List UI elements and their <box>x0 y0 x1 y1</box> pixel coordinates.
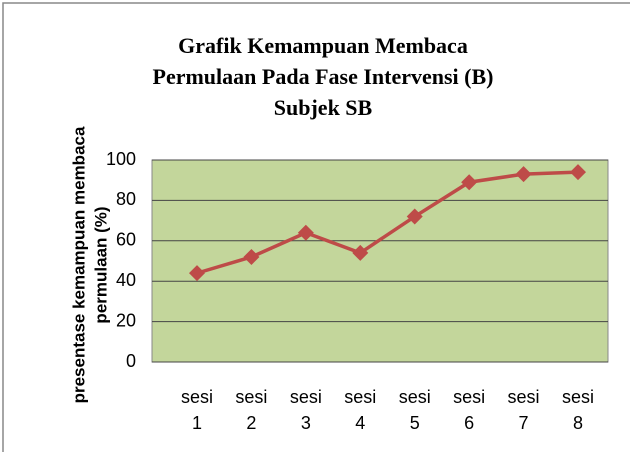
data-point <box>352 244 369 261</box>
y-tick-label: 80 <box>116 189 136 209</box>
data-point <box>243 248 260 265</box>
y-tick-label: 100 <box>106 149 136 169</box>
x-tick-label: sesi 8 <box>561 387 594 433</box>
x-tick-label: sesi 4 <box>344 387 377 433</box>
chart-title: Permulaan Pada Fase Intervensi (B) <box>153 64 494 89</box>
y-tick-label: 40 <box>116 270 136 290</box>
x-tick-label: sesi 5 <box>398 387 431 433</box>
data-point <box>406 208 423 225</box>
plot-area <box>151 159 609 363</box>
y-axis-label: presentase kemampuan membaca <box>69 126 88 403</box>
y-axis-label: permulaan (%) <box>91 206 110 323</box>
x-tick-label: sesi 3 <box>289 387 322 433</box>
y-tick-label: 20 <box>116 310 136 330</box>
data-point <box>189 265 205 282</box>
data-point <box>570 164 586 181</box>
chart-title: Grafik Kemampuan Membaca <box>178 33 468 58</box>
data-point <box>297 224 314 241</box>
chart-title: Subjek SB <box>274 95 373 120</box>
x-tick-label: sesi 6 <box>453 387 486 433</box>
data-point <box>515 166 532 183</box>
x-tick-label: sesi 7 <box>507 387 540 433</box>
y-tick-label: 0 <box>126 351 136 371</box>
data-point <box>461 174 478 191</box>
x-tick-label: sesi 2 <box>235 387 268 433</box>
y-tick-label: 60 <box>116 230 136 250</box>
x-tick-label: sesi 1 <box>180 387 213 433</box>
series-line <box>196 170 579 275</box>
